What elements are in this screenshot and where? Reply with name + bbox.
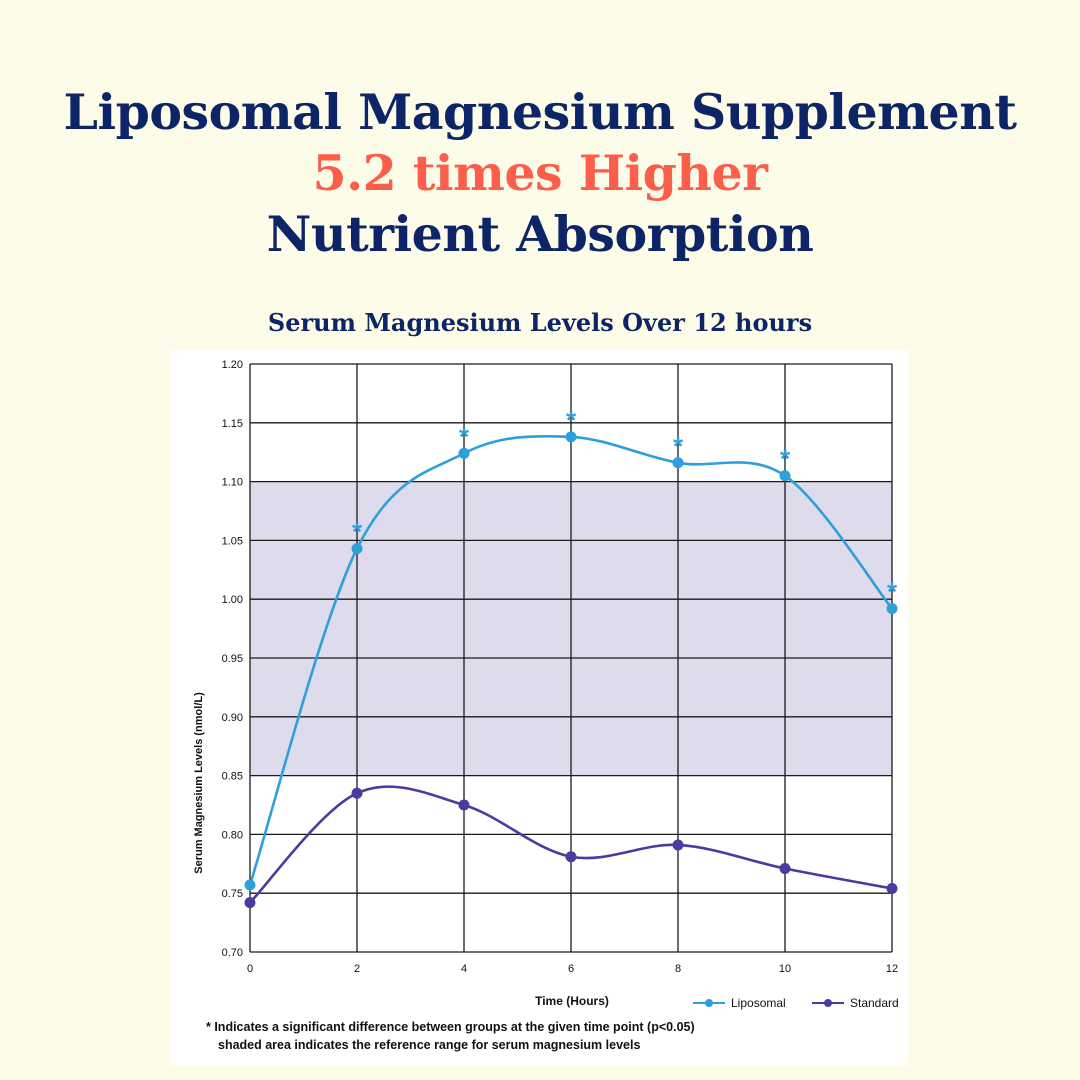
significance-marker: * (673, 431, 684, 461)
y-tick-label: 0.75 (222, 888, 243, 900)
y-tick-label: 0.90 (222, 712, 243, 724)
standard-point (351, 787, 363, 799)
standard-point (886, 882, 898, 894)
y-tick-label: 1.00 (222, 594, 243, 606)
liposomal-point (458, 447, 470, 459)
legend-marker-standard (824, 999, 832, 1007)
chart-title: Serum Magnesium Levels Over 12 hours (267, 308, 813, 337)
liposomal-point (672, 457, 684, 469)
footnote: * Indicates a significant difference bet… (206, 1018, 906, 1054)
chart-panel: 0.70 0.75 0.80 0.85 0.90 0.95 1.00 1.05 1.10 1.15… (170, 350, 908, 1066)
y-tick-label: 1.15 (222, 418, 243, 430)
y-tick-label: 0.80 (222, 829, 243, 841)
significance-marker: * (780, 444, 791, 474)
liposomal-point (779, 470, 791, 482)
liposomal-point (244, 879, 256, 891)
legend: Liposomal Standard (693, 996, 899, 1010)
y-tick-label: 1.20 (222, 359, 243, 371)
x-tick-label: 6 (568, 963, 574, 975)
standard-point (244, 897, 256, 909)
footnote-reference-range: shaded area indicates the reference rang… (218, 1038, 641, 1052)
headline-line-3: Nutrient Absorption (266, 205, 814, 263)
serum-magnesium-chart: 0.70 0.75 0.80 0.85 0.90 0.95 1.00 1.05 1.10 1.15… (193, 359, 899, 1010)
liposomal-point (886, 603, 898, 615)
significance-marker: * (887, 577, 898, 607)
standard-point (779, 863, 791, 875)
significance-marker: * (352, 517, 363, 547)
x-tick-label: 10 (779, 963, 791, 975)
y-tick-label: 1.05 (222, 535, 243, 547)
significance-marker: * (566, 405, 577, 435)
y-axis-label: Serum Magnesium Levels (nmol/L) (193, 692, 205, 874)
liposomal-point (565, 431, 577, 443)
headline: Liposomal Magnesium Supplement 5.2 times… (0, 82, 1080, 265)
y-tick-label: 0.70 (222, 947, 243, 959)
y-tick-label: 0.95 (222, 653, 243, 665)
legend-label-liposomal: Liposomal (731, 996, 786, 1010)
y-tick-label: 1.10 (222, 477, 243, 489)
headline-line-1: Liposomal Magnesium Supplement (63, 83, 1017, 141)
x-tick-label: 8 (675, 963, 681, 975)
footnote-significance: * Indicates a significant difference bet… (206, 1020, 695, 1034)
standard-point (458, 799, 470, 811)
standard-point (672, 839, 684, 851)
liposomal-point (351, 543, 363, 555)
y-tick-label: 0.85 (222, 771, 243, 783)
x-tick-label: 0 (247, 963, 253, 975)
x-tick-label: 2 (354, 963, 360, 975)
x-tick-label: 12 (886, 963, 898, 975)
standard-point (565, 851, 577, 863)
x-axis-label: Time (Hours) (535, 994, 609, 1008)
legend-marker-liposomal (705, 999, 713, 1007)
legend-label-standard: Standard (850, 996, 899, 1010)
significance-marker: * (459, 421, 470, 451)
x-tick-label: 4 (461, 963, 467, 975)
headline-highlight: 5.2 times Higher (312, 144, 768, 202)
